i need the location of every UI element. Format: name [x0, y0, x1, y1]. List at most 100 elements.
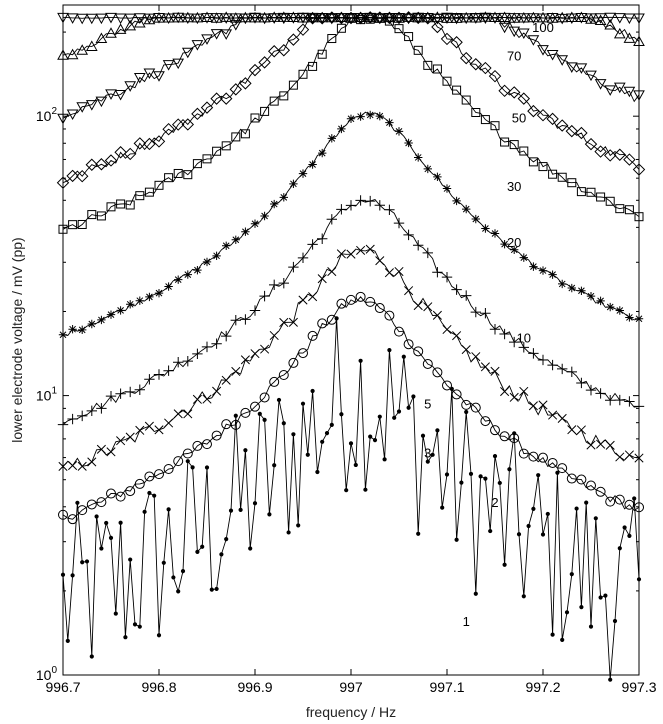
- data-point: [173, 356, 184, 368]
- data-point: [548, 270, 557, 279]
- data-point: [450, 36, 463, 49]
- data-point: [260, 211, 269, 221]
- data-point: [567, 283, 576, 293]
- data-point: [555, 470, 560, 475]
- data-point: [577, 286, 586, 295]
- data-point: [105, 27, 117, 38]
- data-point: [432, 64, 442, 74]
- data-point: [411, 394, 416, 399]
- data-point: [269, 376, 280, 387]
- data-point: [507, 86, 521, 99]
- data-point: [94, 514, 99, 519]
- series-label: 1: [463, 614, 470, 629]
- data-point: [317, 49, 327, 59]
- data-point: [181, 47, 194, 59]
- data-point: [614, 394, 625, 406]
- data-point: [248, 546, 253, 551]
- data-point: [233, 413, 238, 418]
- data-point: [317, 233, 328, 244]
- series-label: 100: [532, 20, 554, 35]
- data-point: [557, 172, 567, 182]
- data-point: [471, 107, 481, 117]
- data-point: [576, 425, 586, 435]
- data-point: [163, 463, 174, 474]
- data-point: [422, 358, 433, 369]
- series-label: 50: [512, 110, 526, 125]
- data-point: [231, 235, 240, 244]
- data-point: [231, 132, 241, 142]
- data-point: [307, 239, 318, 250]
- data-point: [575, 13, 588, 24]
- data-point: [135, 425, 145, 435]
- data-point: [193, 265, 202, 275]
- data-point: [366, 110, 375, 120]
- data-point: [182, 448, 193, 459]
- data-point: [416, 531, 421, 536]
- data-point: [192, 348, 203, 360]
- data-point: [85, 158, 99, 171]
- data-point: [508, 13, 521, 24]
- data-point: [586, 480, 596, 491]
- data-point: [308, 160, 317, 169]
- data-point: [603, 593, 608, 598]
- data-point: [298, 69, 308, 79]
- data-point: [509, 140, 519, 150]
- data-point: [469, 12, 482, 24]
- data-point: [105, 89, 117, 100]
- data-point: [459, 480, 464, 485]
- y-axis-label: lower electrode voltage / mV (pp): [9, 237, 25, 442]
- data-point: [498, 12, 511, 24]
- data-point: [287, 33, 300, 46]
- data-point: [77, 461, 87, 471]
- data-point: [613, 13, 626, 24]
- data-point: [558, 279, 567, 289]
- data-point: [77, 219, 87, 229]
- data-point: [509, 433, 520, 444]
- data-point: [286, 530, 291, 535]
- data-point: [483, 476, 488, 481]
- data-point: [154, 469, 164, 480]
- data-point: [605, 395, 616, 406]
- data-point: [211, 430, 222, 441]
- data-point: [560, 637, 565, 642]
- data-point: [546, 50, 559, 61]
- data-point: [132, 622, 138, 627]
- data-point: [557, 413, 567, 423]
- data-point: [66, 169, 79, 183]
- data-point: [604, 85, 617, 96]
- data-point: [413, 240, 424, 251]
- data-point: [576, 474, 587, 485]
- data-point: [431, 13, 444, 25]
- data-point: [548, 410, 558, 420]
- data-point: [329, 422, 334, 427]
- data-point: [326, 214, 337, 225]
- data-point: [106, 488, 116, 499]
- data-point: [154, 425, 164, 435]
- data-point: [531, 506, 536, 511]
- data-point: [228, 508, 234, 513]
- x-tick-label: 997.2: [525, 679, 560, 695]
- data-point: [442, 324, 452, 335]
- data-point: [507, 467, 512, 472]
- data-point: [567, 178, 577, 188]
- data-point: [67, 413, 78, 425]
- data-point: [272, 463, 277, 468]
- data-point: [565, 124, 579, 138]
- data-point: [134, 478, 145, 489]
- data-point: [77, 505, 88, 516]
- data-point: [152, 493, 157, 498]
- data-point: [509, 392, 519, 402]
- data-point: [392, 415, 397, 420]
- data-point: [348, 441, 354, 446]
- data-point: [489, 13, 501, 24]
- data-point: [604, 19, 617, 30]
- data-point: [176, 589, 181, 594]
- data-point: [230, 315, 241, 326]
- data-point: [87, 319, 96, 329]
- data-point: [317, 274, 327, 284]
- data-point: [374, 200, 385, 211]
- data-point: [547, 457, 558, 468]
- data-point: [144, 374, 155, 385]
- data-point: [259, 290, 270, 302]
- data-point: [459, 51, 473, 65]
